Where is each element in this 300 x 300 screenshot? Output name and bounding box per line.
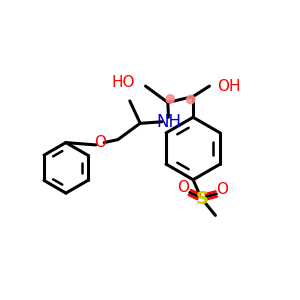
Text: OH: OH <box>217 79 240 94</box>
Text: O: O <box>177 180 189 195</box>
Circle shape <box>166 95 174 103</box>
Text: O: O <box>94 135 106 150</box>
Text: NH: NH <box>156 113 181 131</box>
Text: HO: HO <box>112 75 135 90</box>
Text: S: S <box>196 190 208 208</box>
Circle shape <box>187 95 195 104</box>
Text: O: O <box>216 182 228 197</box>
